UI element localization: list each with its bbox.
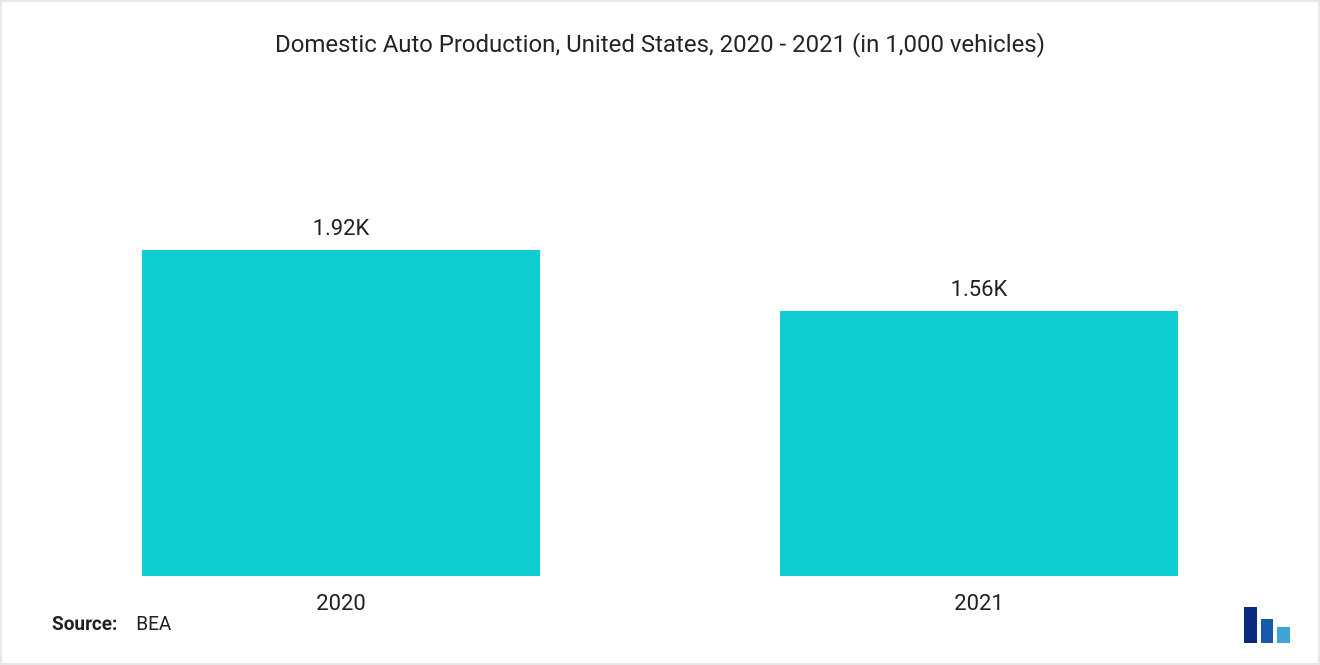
bar-group-0: 1.92K 2020	[142, 250, 540, 576]
bar-value-label-0: 1.92K	[142, 216, 540, 241]
bar-value-label-1: 1.56K	[780, 277, 1178, 302]
bars-container: 1.92K 2020 1.56K 2021	[2, 98, 1318, 576]
bar-0	[142, 250, 540, 576]
mi-logo-icon	[1244, 607, 1290, 643]
source-label: Source:	[52, 612, 117, 635]
logo-bar-right	[1277, 627, 1290, 643]
bar-category-label-1: 2021	[780, 591, 1178, 616]
bar-group-1: 1.56K 2021	[780, 311, 1178, 576]
logo-bar-mid	[1261, 619, 1274, 643]
source-value: BEA	[136, 612, 171, 635]
logo-bar-left	[1244, 607, 1257, 643]
bar-1	[780, 311, 1178, 576]
chart-area: 1.92K 2020 1.56K 2021	[2, 98, 1318, 576]
chart-title: Domestic Auto Production, United States,…	[2, 2, 1318, 68]
source-line: Source: BEA	[52, 612, 171, 635]
bar-category-label-0: 2020	[142, 591, 540, 616]
